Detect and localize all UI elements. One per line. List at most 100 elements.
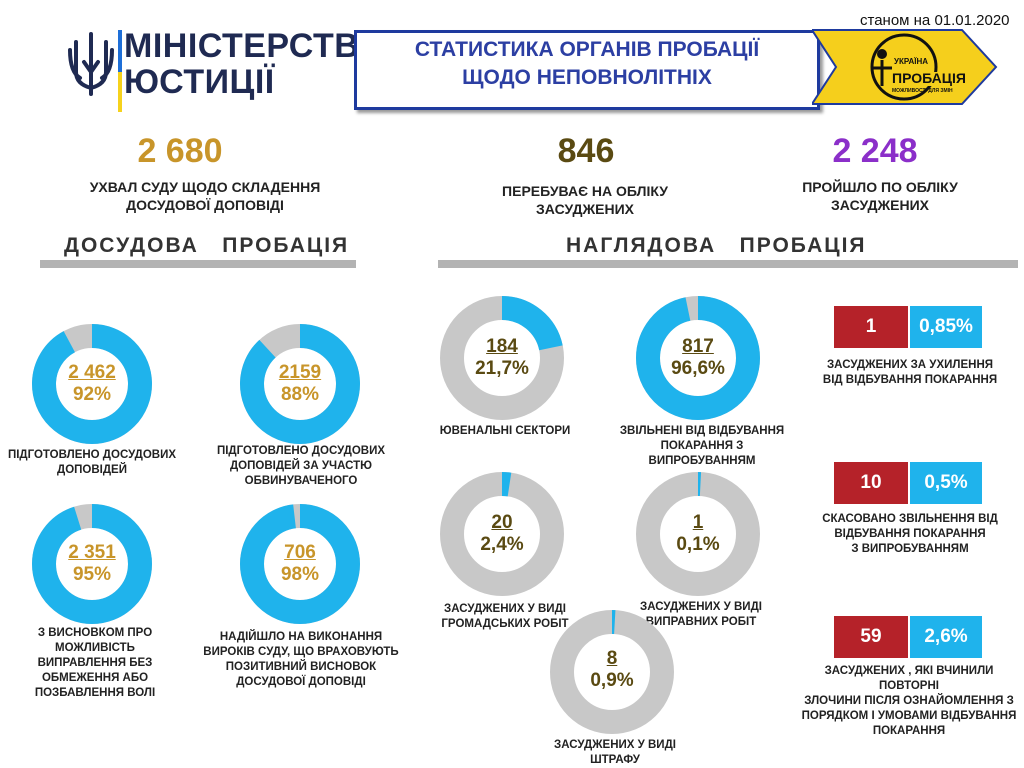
ring-community-service: 20 2,4% <box>438 470 566 603</box>
ring-caption: ЗАСУДЖЕНИХ У ВИДІ ШТРАФУ <box>540 738 690 768</box>
donut-chart <box>440 296 564 420</box>
caption-line: ПОЗИТИВНИЙ ВИСНОВОК <box>225 661 377 673</box>
donut-chart <box>32 324 152 444</box>
badge-text-slogan: МОЖЛИВОСТІ ДЛЯ ЗМІН <box>892 88 953 94</box>
badge-text-probation: ПРОБАЦІЯ <box>892 70 966 86</box>
total-registered-label-line1: ПЕРЕБУВАЄ НА ОБЛІКУ <box>502 183 668 199</box>
caption-line: ПОЗБАВЛЕННЯ ВОЛІ <box>34 687 156 699</box>
ring-count: 2 462 <box>68 362 116 383</box>
caption-line: ЮВЕНАЛЬНІ СЕКТОРИ <box>439 425 571 437</box>
stat-count: 59 <box>834 616 908 658</box>
ring-caption: ЗАСУДЖЕНИХ У ВИДІ ВИПРАВНИХ РОБІТ <box>626 600 776 630</box>
ring-prepared-reports: 2 462 92% <box>30 322 154 451</box>
stat-count: 1 <box>834 306 908 348</box>
donut-arc <box>440 472 564 596</box>
caption-line: ВИПРОБУВАННЯМ <box>648 455 756 467</box>
donut-chart <box>240 504 360 624</box>
ring-caption: З ВИСНОВКОМ ПРО МОЖЛИВІСТЬ ВИПРАВЛЕННЯ Б… <box>20 626 170 701</box>
title-box <box>354 30 820 110</box>
donut-chart <box>636 296 760 420</box>
caption-line: ЗЛОЧИНИ ПІСЛЯ ОЗНАЙОМЛЕННЯ З <box>804 695 1014 707</box>
badge-text-country: УКРАЇНА <box>894 57 928 66</box>
stat-percent: 0,85% <box>910 306 982 348</box>
caption-line: ЗАСУДЖЕНИХ У ВИДІ <box>444 603 566 615</box>
ministry-logo-text: МІНІСТЕРСТВО ЮСТИЦІЇ <box>124 28 385 100</box>
flag-stripe-blue <box>118 30 122 112</box>
title-line2: ЩОДО НЕПОВНОЛІТНІХ <box>462 66 712 89</box>
stat-percent: 2,6% <box>910 616 982 658</box>
donut-arc <box>550 610 674 734</box>
caption-line: З ВИСНОВКОМ ПРО <box>37 627 153 639</box>
ring-caption: ПІДГОТОВЛЕНО ДОСУДОВИХ ДОПОВІДЕЙ ЗА УЧАС… <box>210 444 392 489</box>
total-rulings-label-line2: ДОСУДОВОЇ ДОПОВІДІ <box>126 197 284 213</box>
caption-line: ГРОМАДСЬКИХ РОБІТ <box>441 618 569 630</box>
total-passed-label-line1: ПРОЙШЛО ПО ОБЛІКУ <box>802 179 958 195</box>
caption-line: СКАСОВАНО ЗВІЛЬНЕННЯ ВІД <box>822 513 998 525</box>
donut-chart <box>32 504 152 624</box>
total-passed-label-line2: ЗАСУДЖЕНИХ <box>831 197 929 213</box>
ring-caption: ЮВЕНАЛЬНІ СЕКТОРИ <box>430 424 580 439</box>
section-title-pretrial: ДОСУДОВА ПРОБАЦІЯ <box>64 234 350 257</box>
caption-line: ЗАСУДЖЕНИХ , ЯКІ ВЧИНИЛИ ПОВТОРНІ <box>824 665 994 692</box>
report-date: станом на 01.01.2020 <box>860 12 1010 29</box>
ring-count: 1 <box>692 512 704 533</box>
caption-line: ВИРОКІВ СУДУ, ЩО ВРАХОВУЮТЬ <box>203 646 399 658</box>
caption-line: ПІДГОТОВЛЕНО ДОСУДОВИХ <box>7 449 177 461</box>
stat-count: 10 <box>834 462 908 504</box>
donut-chart <box>240 324 360 444</box>
caption-line: ВІД ВІДБУВАННЯ ПОКАРАННЯ <box>822 374 998 386</box>
ring-count: 184 <box>486 336 518 357</box>
donut-arc <box>32 324 152 444</box>
ring-released-probation: 817 96,6% <box>634 294 762 427</box>
caption-line: ЗАСУДЖЕНИХ ЗА УХИЛЕННЯ <box>826 359 994 371</box>
ring-count: 8 <box>606 648 618 669</box>
page-title: СТАТИСТИКА ОРГАНІВ ПРОБАЦІЇ ЩОДО НЕПОВНО… <box>354 36 820 92</box>
ring-percent: 0,1% <box>676 534 720 555</box>
stat-percent: 0,5% <box>910 462 982 504</box>
stat-caption: СКАСОВАНО ЗВІЛЬНЕННЯ ВІД ВІДБУВАННЯ ПОКА… <box>800 512 1020 557</box>
ring-percent: 2,4% <box>480 534 524 555</box>
caption-line: З ВИПРОБУВАННЯМ <box>851 543 969 555</box>
stat-caption: ЗАСУДЖЕНИХ ЗА УХИЛЕННЯ ВІД ВІДБУВАННЯ ПО… <box>800 358 1020 388</box>
caption-line: ЗАСУДЖЕНИХ У ВИДІ <box>640 601 762 613</box>
ring-juvenile-sectors: 184 21,7% <box>438 294 566 427</box>
total-passed-label: ПРОЙШЛО ПО ОБЛІКУ ЗАСУДЖЕНИХ <box>770 178 990 214</box>
caption-line: ВИПРАВЛЕННЯ БЕЗ <box>37 657 153 669</box>
total-passed-value: 2 248 <box>832 132 918 170</box>
caption-line: ПОКАРАННЯ З <box>660 440 744 452</box>
caption-line: ПІДГОТОВЛЕНО ДОСУДОВИХ <box>216 445 386 457</box>
donut-arc <box>636 472 760 596</box>
ring-conclusion-without-imprisonment: 2 351 95% <box>30 502 154 631</box>
donut-arc <box>440 296 564 420</box>
ring-sentences-positive-conclusion: 706 98% <box>238 502 362 631</box>
probation-badge: УКРАЇНА ПРОБАЦІЯ МОЖЛИВОСТІ ДЛЯ ЗМІН <box>812 29 998 105</box>
ring-reports-with-accused: 2159 88% <box>238 322 362 451</box>
ring-caption: ЗВІЛЬНЕНІ ВІД ВІДБУВАННЯ ПОКАРАННЯ З ВИП… <box>612 424 792 469</box>
caption-line: ВИПРАВНИХ РОБІТ <box>645 616 757 628</box>
caption-line: ПОКАРАННЯ <box>872 725 946 737</box>
donut-arc <box>240 324 360 444</box>
caption-line: ОБМЕЖЕННЯ АБО <box>41 672 149 684</box>
donut-chart <box>636 472 760 596</box>
ring-fine: 8 0,9% <box>548 608 676 741</box>
caption-line: ОБВИНУВАЧЕНОГО <box>244 475 358 487</box>
stat-caption: ЗАСУДЖЕНИХ , ЯКІ ВЧИНИЛИ ПОВТОРНІ ЗЛОЧИН… <box>796 664 1022 739</box>
caption-line: НАДІЙШЛО НА ВИКОНАННЯ <box>219 631 383 643</box>
ring-percent: 88% <box>280 384 320 405</box>
donut-chart <box>440 472 564 596</box>
ministry-line1: МІНІСТЕРСТВО <box>124 27 386 65</box>
caption-line: ВІДБУВАННЯ ПОКАРАННЯ <box>834 528 986 540</box>
ring-percent: 92% <box>72 384 112 405</box>
section-divider-pretrial <box>40 260 356 268</box>
ring-percent: 21,7% <box>475 358 529 379</box>
ring-count: 817 <box>682 336 714 357</box>
total-registered-label-line2: ЗАСУДЖЕНИХ <box>536 201 634 217</box>
section-title-supervision: НАГЛЯДОВА ПРОБАЦІЯ <box>566 234 867 257</box>
caption-line: ЗАСУДЖЕНИХ У ВИДІ <box>554 739 676 751</box>
flag-stripe-yellow <box>118 72 122 112</box>
caption-line: ЗВІЛЬНЕНІ ВІД ВІДБУВАННЯ <box>619 425 785 437</box>
ring-count: 2 351 <box>68 542 116 563</box>
ring-count: 20 <box>491 512 513 533</box>
caption-line: ДОПОВІДЕЙ ЗА УЧАСТЮ <box>229 460 373 472</box>
ring-percent: 95% <box>72 564 112 585</box>
